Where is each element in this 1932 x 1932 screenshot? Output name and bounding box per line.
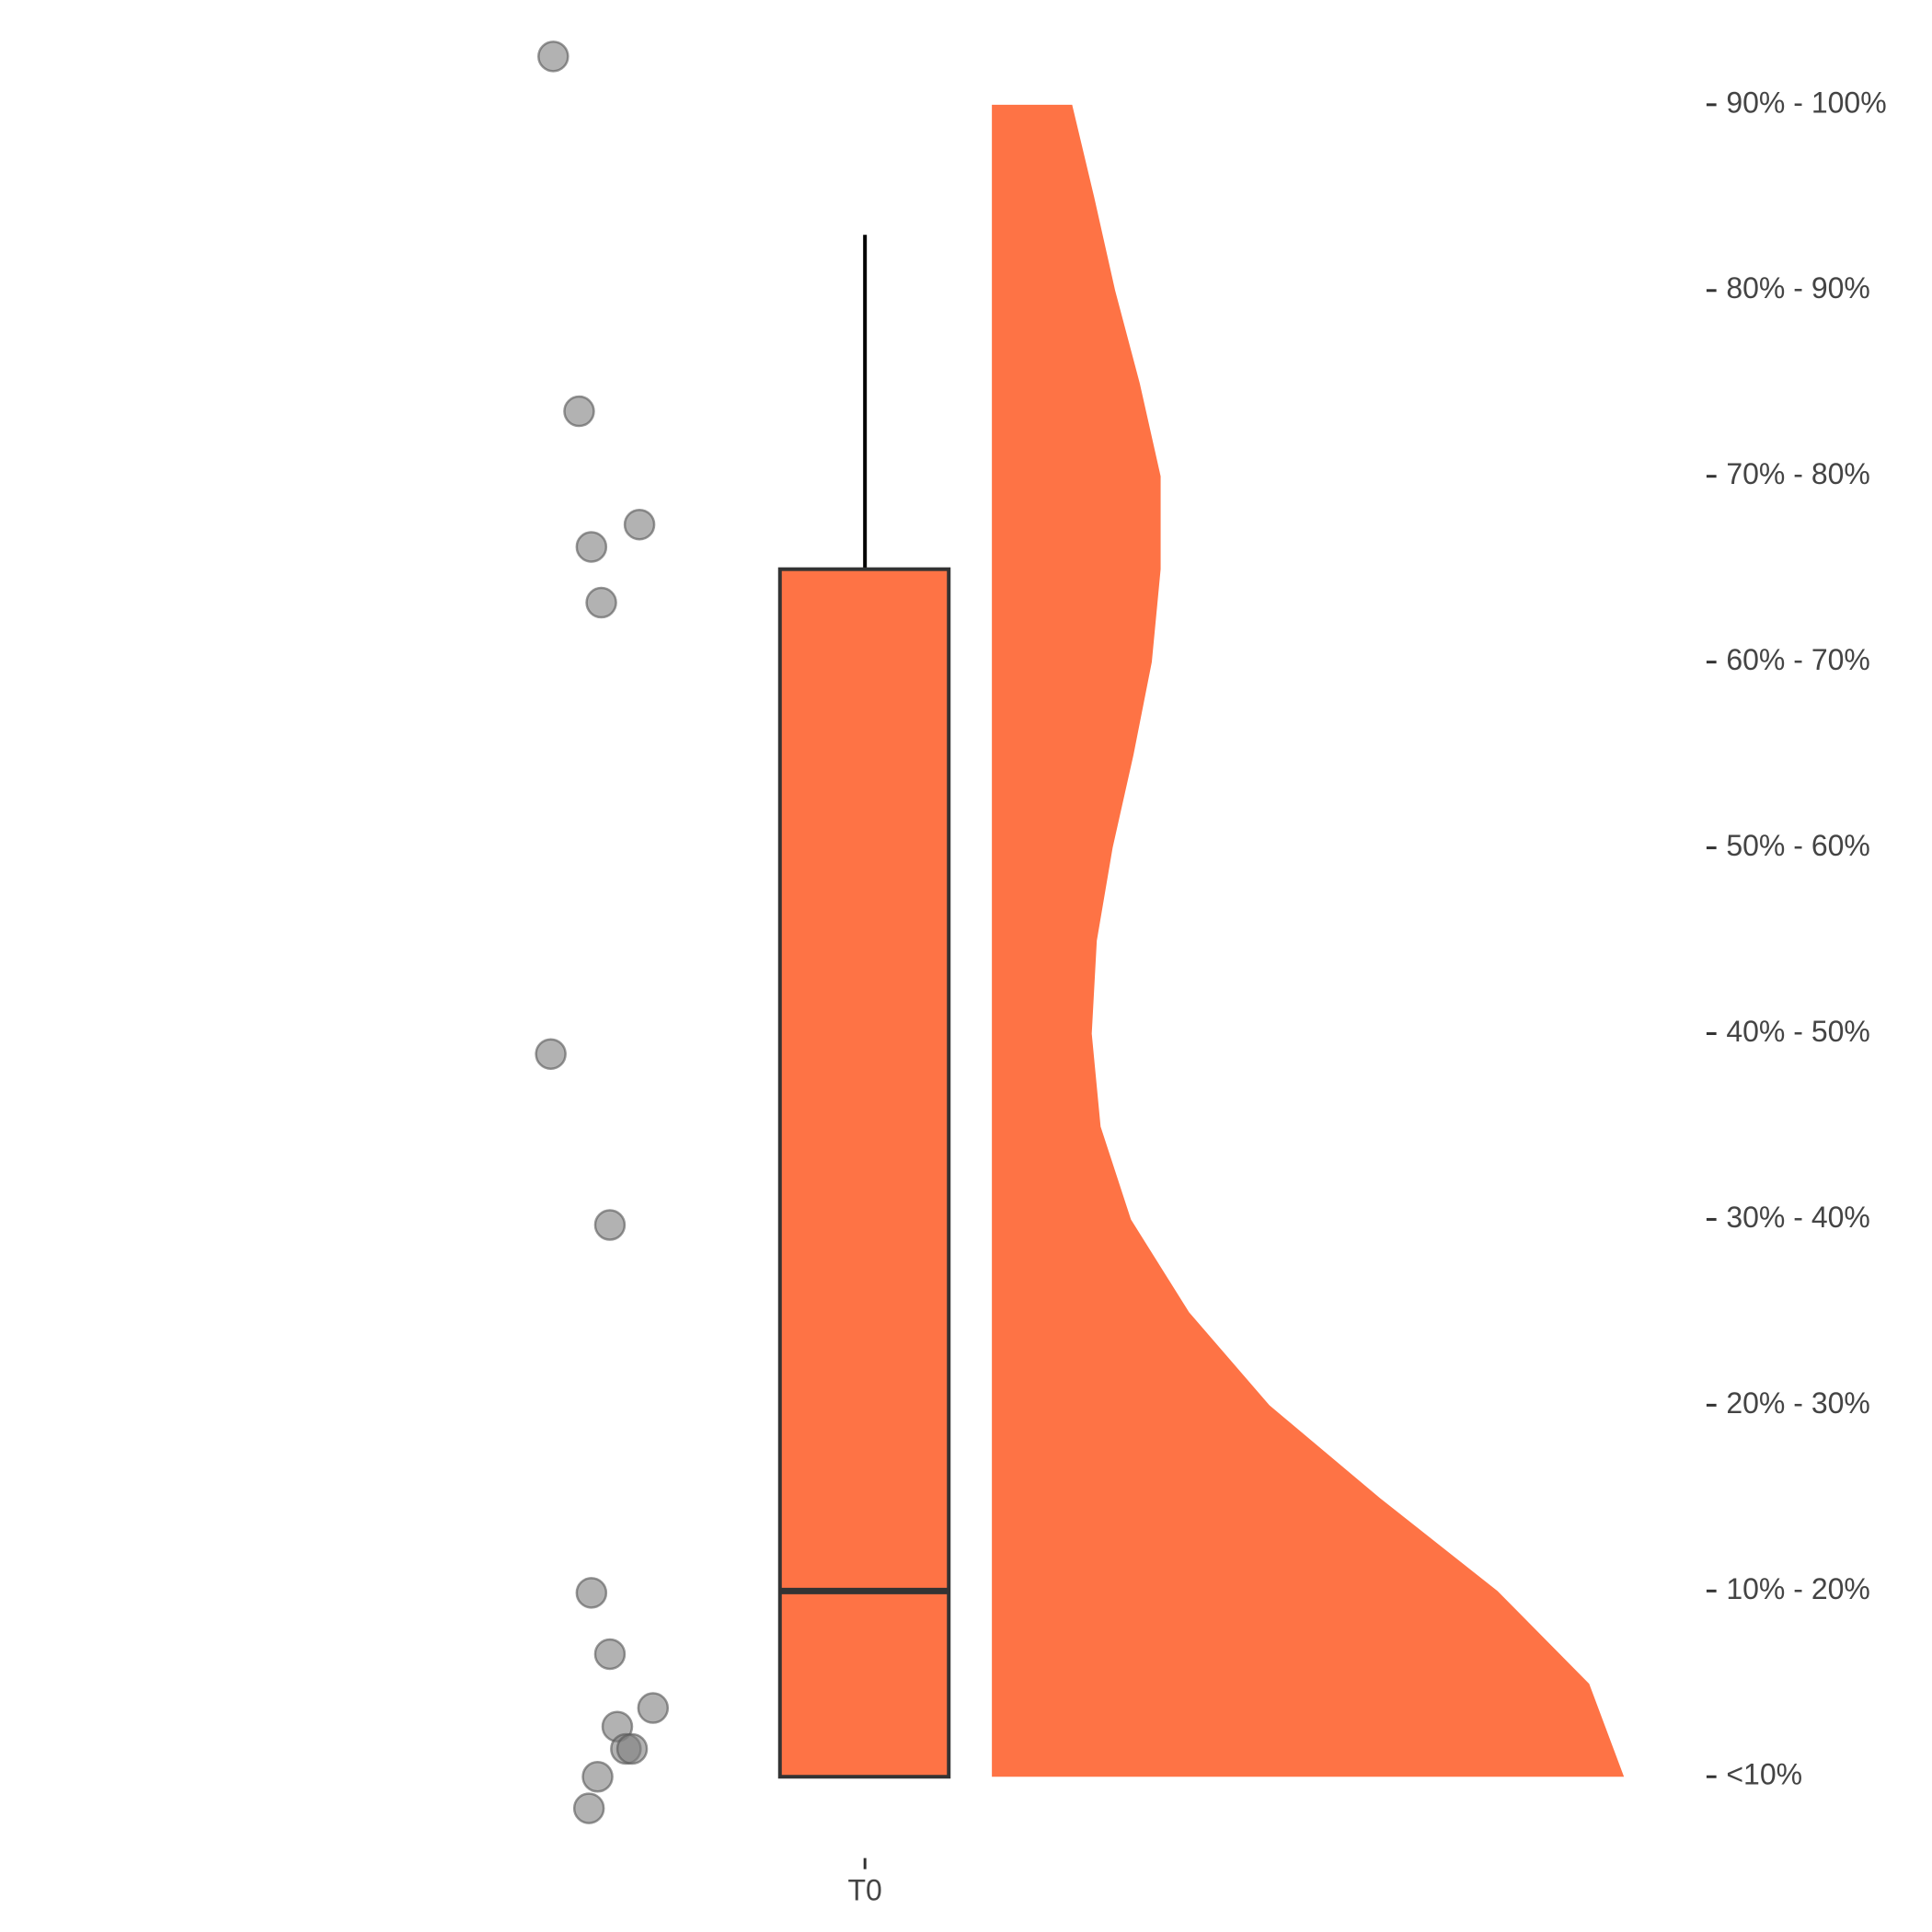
point (637, 1692, 670, 1724)
y-tick-label: 10% - 20% (1726, 1572, 1870, 1605)
point (615, 1732, 649, 1765)
y-tick-label: 30% - 40% (1726, 1201, 1870, 1234)
point (575, 531, 608, 563)
point (585, 586, 617, 619)
point (623, 508, 656, 541)
y-tick-label: 20% - 30% (1726, 1386, 1870, 1420)
point (572, 1792, 605, 1824)
y-tick-label: 80% - 90% (1726, 271, 1870, 305)
y-tick-label: <10% (1726, 1758, 1802, 1791)
y-tick-label: 60% - 70% (1726, 643, 1870, 676)
point (581, 1761, 614, 1793)
point (593, 1209, 627, 1241)
violin (992, 104, 1625, 1777)
y-tick-label: 70% - 80% (1726, 457, 1870, 490)
point (563, 395, 595, 428)
y-tick-label: 90% - 100% (1726, 86, 1886, 119)
point (537, 40, 569, 73)
x-tick-label: T0 (848, 1874, 882, 1907)
y-tick-label: 50% - 60% (1726, 829, 1870, 862)
y-tick-label: 40% - 50% (1726, 1015, 1870, 1048)
point (575, 1577, 608, 1609)
point (535, 1038, 567, 1070)
point (593, 1638, 627, 1671)
box (777, 567, 951, 1779)
